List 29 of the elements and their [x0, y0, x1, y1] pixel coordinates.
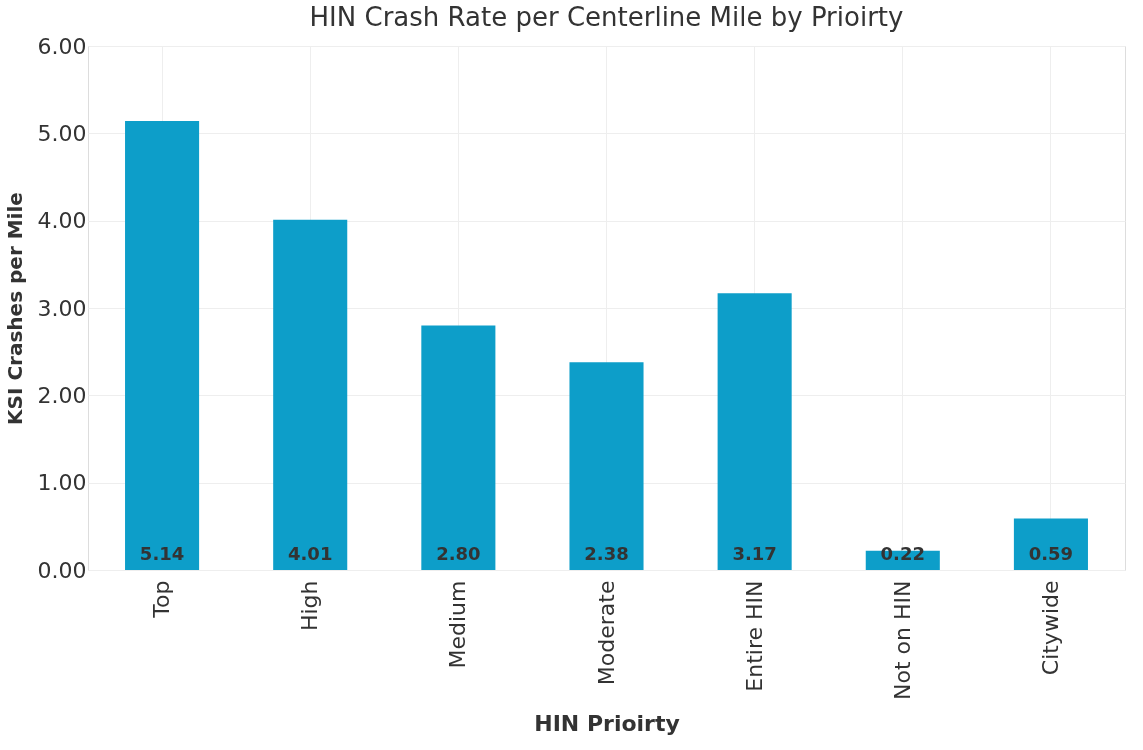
- y-axis-title: KSI Crashes per Mile: [2, 192, 27, 425]
- bar: [1013, 518, 1088, 570]
- y-tick-label: 4.00: [37, 208, 87, 234]
- chart-title: HIN Crash Rate per Centerline Mile by Prioirty: [309, 2, 904, 32]
- y-tick-label: 1.00: [37, 470, 87, 496]
- y-tick-label: 2.00: [37, 382, 87, 408]
- x-tick-label: Medium: [445, 580, 471, 669]
- data-label: 0.59: [1028, 543, 1074, 564]
- y-tick-label: 5.00: [37, 120, 87, 146]
- bar: [273, 219, 348, 570]
- y-tick-label: 0.00: [37, 557, 87, 583]
- x-tick-label: Citywide: [1037, 580, 1063, 676]
- bar: [125, 121, 200, 570]
- y-tick-label: 6.00: [37, 33, 87, 59]
- x-tick-label: Entire HIN: [741, 580, 767, 692]
- data-label: 2.80: [436, 543, 481, 564]
- x-axis-title: HIN Prioirty: [534, 710, 680, 736]
- x-tick-label: Moderate: [593, 580, 619, 686]
- bar: [569, 362, 644, 570]
- data-label: 5.14: [139, 543, 185, 564]
- bar: [421, 325, 496, 570]
- x-tick-label: High: [297, 580, 323, 632]
- x-tick-label: Top: [149, 580, 175, 619]
- data-label: 4.01: [288, 543, 333, 564]
- data-label: 3.17: [732, 543, 777, 564]
- y-tick-label: 3.00: [37, 295, 87, 321]
- data-label: 2.38: [584, 543, 629, 564]
- bar: [717, 293, 792, 570]
- x-tick-label: Not on HIN: [889, 580, 915, 700]
